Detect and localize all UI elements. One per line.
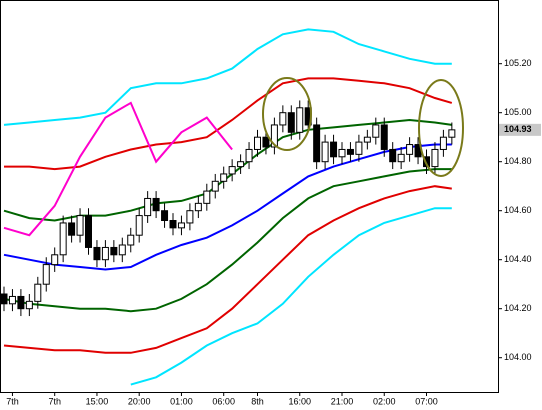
x-tick-label: 8th (251, 396, 264, 406)
candle-body (237, 161, 245, 168)
candle-body (8, 295, 16, 305)
candle-body (423, 156, 430, 168)
candle-body (169, 220, 177, 229)
candle-body (135, 215, 143, 236)
x-tick-label: 06:00 (212, 396, 235, 406)
y-tick-label: 104.80 (504, 156, 532, 166)
x-tick-label: 21:00 (331, 396, 354, 406)
y-tick-label: 105.20 (504, 58, 532, 68)
candle-body (270, 124, 278, 148)
candle-body (152, 197, 160, 212)
candle-body (448, 129, 456, 138)
band-line (130, 207, 452, 386)
price-tag (499, 123, 541, 136)
candle-body (118, 244, 126, 256)
candle-body (389, 148, 397, 163)
candle-body (25, 300, 33, 310)
candle-body (186, 210, 194, 224)
y-tick-label: 105.00 (504, 107, 532, 117)
candle-body (93, 246, 101, 261)
band-line (3, 28, 452, 126)
candle-body (279, 112, 287, 126)
price-tag-label: 104.93 (504, 124, 532, 134)
candle-body (262, 136, 270, 148)
candle-body (245, 148, 253, 163)
plot-frame (0, 0, 499, 393)
candle-body (439, 136, 447, 150)
x-tick-label: 01:00 (170, 396, 193, 406)
candle-body (313, 124, 321, 163)
y-tick-label: 104.40 (504, 254, 532, 264)
candle-body (177, 222, 185, 229)
candle-body (220, 173, 228, 182)
x-tick-label: 7th (6, 396, 19, 406)
x-tick-label: 07:00 (415, 396, 438, 406)
candle-body (34, 283, 42, 302)
candle-body (228, 166, 236, 175)
candle-body (363, 136, 371, 143)
candle-body (127, 234, 135, 246)
candle-body (68, 222, 76, 236)
candle-body (355, 141, 363, 155)
candle-body (101, 246, 109, 261)
highlight-circle (262, 77, 312, 151)
candle-body (59, 222, 67, 256)
band-line (3, 168, 452, 313)
candle-body (287, 112, 295, 133)
plot-area (0, 28, 456, 386)
candle-body (254, 136, 261, 150)
candle-body (144, 197, 152, 217)
candle-body (110, 246, 118, 256)
candle-body (372, 124, 380, 138)
candle-body (338, 148, 346, 158)
band-line (4, 77, 453, 171)
candle-body (211, 180, 219, 192)
candle-body (76, 215, 84, 236)
candle-body (85, 215, 92, 248)
candle-body (0, 293, 8, 305)
candle-body (194, 202, 202, 212)
candle-body (51, 254, 59, 266)
candle-body (321, 141, 329, 163)
y-tick-label: 104.60 (504, 205, 532, 215)
candle-body (406, 144, 414, 155)
y-tick-label: 104.00 (504, 352, 532, 362)
candle-body (296, 107, 304, 133)
band-line (3, 101, 233, 237)
candle-body (203, 190, 211, 204)
band-line (3, 185, 452, 354)
candle-body (17, 295, 25, 310)
candle-body (380, 124, 388, 150)
x-tick-label: 20:00 (128, 396, 151, 406)
candle-body (431, 148, 439, 168)
candle-body (42, 264, 50, 285)
candle-body (346, 148, 354, 155)
candle-body (330, 141, 338, 158)
x-tick-label: 16:00 (288, 396, 311, 406)
x-tick-label: 15:00 (86, 396, 109, 406)
candle-body (397, 153, 405, 163)
x-tick-label: 02:00 (373, 396, 396, 406)
highlight-circle (418, 79, 464, 177)
y-tick-label: 104.20 (504, 303, 532, 313)
x-tick-label: 7th (48, 396, 61, 406)
candle-body (161, 210, 169, 221)
